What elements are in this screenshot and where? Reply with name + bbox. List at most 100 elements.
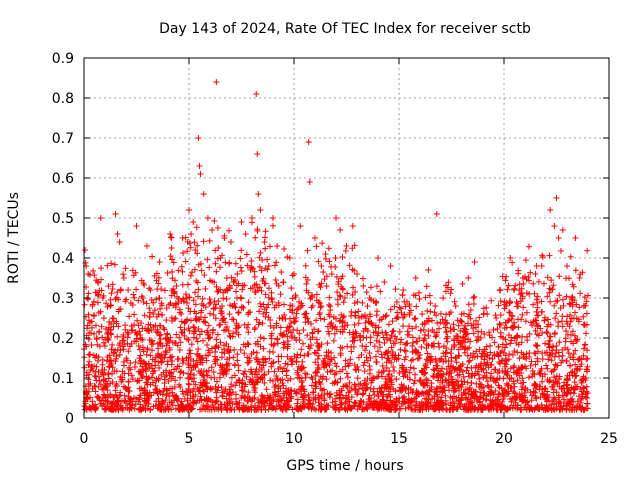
data-point (271, 262, 278, 269)
data-point (238, 268, 245, 275)
data-point (213, 378, 220, 385)
data-point (172, 315, 179, 322)
data-point (563, 376, 570, 383)
data-point (583, 395, 590, 401)
data-point (398, 309, 405, 316)
data-point (85, 317, 92, 324)
data-point (471, 293, 478, 300)
data-point (507, 255, 514, 261)
data-point (112, 296, 119, 303)
data-point (534, 304, 541, 311)
data-point (363, 289, 370, 296)
data-point (374, 308, 381, 315)
data-point (563, 293, 570, 300)
data-point (497, 312, 504, 319)
data-point (179, 329, 186, 336)
data-point (287, 375, 294, 382)
data-point (351, 300, 358, 307)
data-point (511, 383, 518, 390)
data-point (493, 315, 500, 322)
data-point (443, 349, 450, 356)
data-point (194, 250, 201, 257)
data-point (177, 369, 184, 376)
data-point (507, 340, 514, 347)
data-point (337, 375, 344, 382)
data-point (440, 358, 447, 365)
data-point (216, 264, 223, 271)
data-point (580, 345, 587, 352)
data-point (223, 296, 230, 303)
data-point (400, 373, 407, 380)
data-point (475, 371, 482, 378)
data-point (87, 351, 94, 358)
data-point (150, 311, 157, 317)
data-point (566, 312, 573, 319)
data-point (428, 317, 435, 324)
data-point (292, 292, 299, 299)
data-point (483, 369, 490, 376)
data-point (289, 272, 296, 279)
data-point (85, 311, 92, 318)
data-point (355, 308, 362, 315)
data-point (544, 293, 551, 300)
data-point (251, 273, 258, 280)
data-point (316, 379, 323, 386)
data-point (304, 276, 311, 283)
data-point (291, 318, 298, 325)
data-point (406, 311, 413, 318)
data-point (447, 350, 454, 357)
data-point (213, 398, 220, 405)
data-point (396, 328, 403, 335)
data-point (107, 302, 114, 309)
data-point (178, 263, 185, 270)
data-point (109, 315, 116, 322)
data-point (509, 313, 516, 320)
data-point (555, 235, 562, 241)
data-point (554, 297, 561, 304)
data-point (497, 298, 504, 305)
data-point (164, 361, 171, 368)
data-point (257, 207, 264, 213)
data-point (301, 311, 308, 318)
data-point (256, 263, 263, 270)
data-point (255, 191, 262, 197)
data-point (248, 219, 255, 226)
data-point (150, 299, 157, 306)
data-point (108, 260, 115, 267)
data-point (351, 399, 358, 406)
data-point (226, 227, 233, 234)
data-point (296, 337, 303, 344)
data-point (309, 389, 316, 396)
data-point (390, 364, 397, 371)
data-point (355, 354, 362, 361)
data-point (325, 245, 332, 252)
data-point (436, 344, 443, 351)
data-point (530, 301, 537, 308)
data-point (545, 378, 552, 385)
data-point (578, 395, 585, 402)
data-point (187, 317, 194, 324)
data-point (186, 347, 193, 354)
data-point (193, 224, 200, 231)
data-point (223, 286, 230, 293)
data-point (327, 390, 334, 397)
data-point (297, 223, 304, 229)
data-point (515, 267, 522, 274)
data-point (551, 223, 558, 229)
data-point (148, 337, 155, 344)
data-point (568, 338, 575, 345)
data-point (175, 267, 182, 274)
data-point (93, 336, 100, 343)
data-point (147, 321, 154, 328)
data-point (433, 358, 440, 365)
data-point (435, 325, 442, 332)
data-point (324, 390, 331, 397)
data-point (570, 390, 577, 397)
data-point (202, 352, 209, 359)
data-point (419, 311, 426, 317)
data-point (169, 268, 176, 275)
data-point (171, 315, 178, 322)
data-point (241, 350, 248, 357)
y-tick-label: 0.3 (52, 291, 74, 307)
data-point (85, 296, 92, 303)
